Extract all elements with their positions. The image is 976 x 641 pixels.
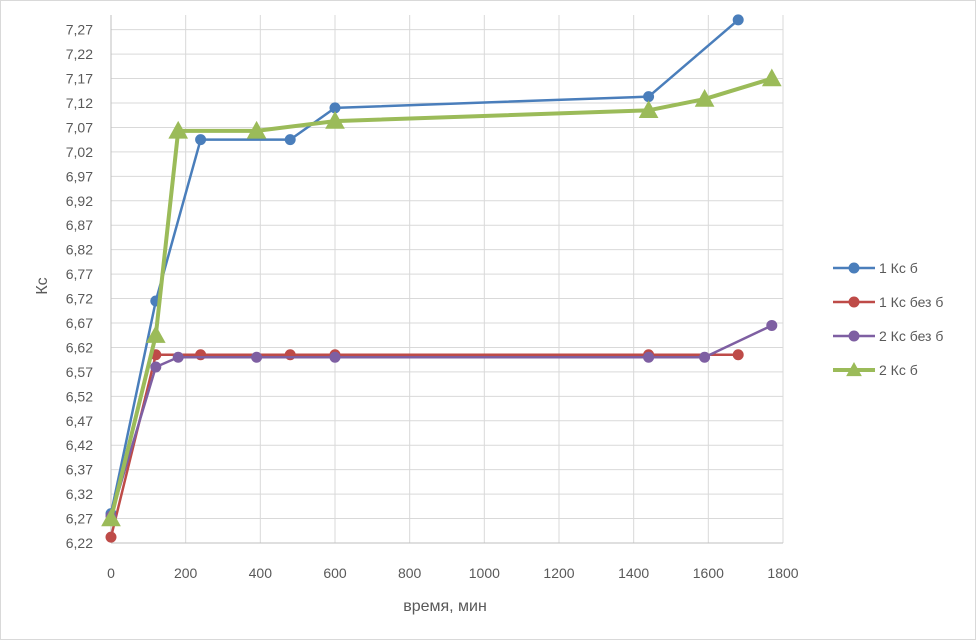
legend-item: 2 Кс б (833, 361, 918, 378)
data-point (168, 120, 189, 139)
y-tick-label: 7,22 (66, 46, 93, 62)
y-tick-label: 6,37 (66, 462, 93, 478)
series-2 (105, 349, 744, 543)
x-tick-label: 600 (323, 565, 347, 581)
legend-marker (846, 361, 862, 377)
series-4 (101, 68, 782, 527)
legend: 1 Кс б 1 Кс без б 2 Кс без б 2 Кс б (833, 260, 943, 378)
x-tick-label: 1200 (543, 565, 574, 581)
x-tick-label: 1400 (618, 565, 649, 581)
y-tick-label: 6,97 (66, 168, 93, 184)
data-point (101, 508, 121, 527)
legend-item: 1 Кс б (833, 260, 918, 276)
y-tick-label: 7,02 (66, 144, 93, 160)
y-tick-label: 7,07 (66, 119, 93, 135)
legend-label: 2 Кс б (879, 362, 918, 378)
data-point (329, 351, 341, 363)
legend-label: 1 Кс б (879, 260, 918, 276)
y-tick-label: 7,12 (66, 95, 93, 111)
y-tick-label: 6,32 (66, 486, 93, 502)
y-tick-label: 6,77 (66, 266, 93, 282)
gridlines (110, 15, 784, 544)
y-axis-title: Кс (34, 277, 51, 294)
data-point (694, 89, 715, 107)
y-tick-label: 6,82 (66, 242, 93, 258)
y-tick-label: 7,27 (66, 22, 93, 38)
legend-marker (848, 296, 860, 308)
legend-item: 2 Кс без б (833, 328, 943, 344)
x-tick-label: 1600 (693, 565, 724, 581)
x-tick-label: 200 (174, 565, 198, 581)
x-tick-label: 0 (107, 565, 115, 581)
data-point (643, 91, 655, 103)
tick-labels: 6,22 6,27 6,32 6,37 6,42 6,47 6,52 6,57 6,62 6,67… (66, 22, 799, 581)
y-tick-label: 6,62 (66, 339, 93, 355)
data-point (699, 351, 711, 363)
data-point (172, 351, 184, 363)
legend-label: 1 Кс без б (879, 294, 943, 310)
series-1 (105, 14, 744, 520)
data-point (325, 111, 345, 129)
data-point (284, 134, 296, 146)
data-point (732, 14, 744, 26)
x-axis-title: время, мин (403, 598, 487, 615)
y-tick-label: 7,17 (66, 71, 93, 87)
data-point (150, 361, 162, 373)
legend-item: 1 Кс без б (833, 294, 943, 310)
series-line (109, 76, 773, 520)
legend-label: 2 Кс без б (879, 328, 943, 344)
data-point (246, 120, 267, 139)
y-tick-label: 6,52 (66, 388, 93, 404)
data-point (145, 325, 166, 343)
data-point (638, 100, 659, 119)
data-point (105, 531, 117, 543)
axes (110, 15, 783, 544)
data-point (761, 68, 782, 87)
legend-marker (848, 330, 860, 342)
x-tick-label: 800 (398, 565, 422, 581)
data-point (766, 319, 778, 331)
data-point (195, 134, 207, 146)
y-tick-label: 6,92 (66, 193, 93, 209)
y-tick-label: 6,22 (66, 535, 93, 551)
x-tick-label: 1000 (469, 565, 500, 581)
data-point (251, 351, 263, 363)
x-tick-label: 400 (249, 565, 273, 581)
data-point (732, 349, 744, 361)
y-tick-label: 6,87 (66, 217, 93, 233)
y-tick-label: 6,57 (66, 364, 93, 380)
x-tick-label: 1800 (767, 565, 798, 581)
series-line (109, 353, 739, 538)
data-point (643, 351, 655, 363)
y-tick-label: 6,42 (66, 437, 93, 453)
y-tick-label: 6,27 (66, 511, 93, 527)
legend-marker (848, 262, 860, 274)
series-lines (101, 14, 782, 543)
y-tick-label: 6,47 (66, 413, 93, 429)
y-tick-label: 6,67 (66, 315, 93, 331)
y-tick-label: 6,72 (66, 291, 93, 307)
